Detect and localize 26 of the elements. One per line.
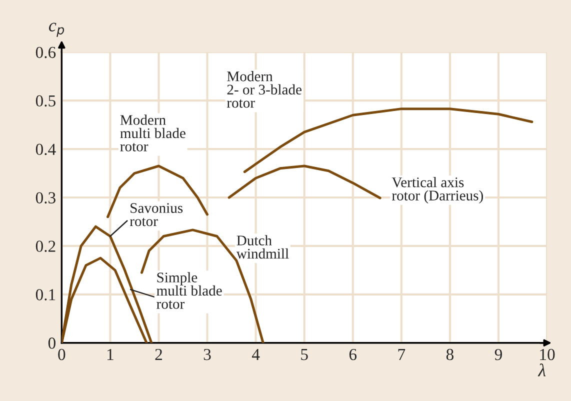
series-label: Simple multi blade rotor xyxy=(156,272,222,309)
series-label: Vertical axis rotor (Darrieus) xyxy=(392,177,483,204)
x-tick-label: 1 xyxy=(108,348,114,360)
y-tick-label: 0 xyxy=(48,338,56,349)
x-tick-label: 9 xyxy=(494,348,502,360)
x-tick-label: 3 xyxy=(204,348,211,360)
y-tick-label: 0.5 xyxy=(36,95,56,107)
series-label: Savonius rotor xyxy=(130,203,183,226)
y-tick-label: 0.3 xyxy=(36,192,56,204)
y-tick-label: 0.6 xyxy=(36,46,56,58)
x-tick-label: 10 xyxy=(540,348,555,360)
series-label: Modern multi blade rotor xyxy=(120,114,186,152)
x-tick-label: 0 xyxy=(58,348,66,360)
x-tick-label: 4 xyxy=(252,349,260,360)
y-axis-title: c$_{p}$ xyxy=(48,22,64,37)
x-tick-label: 2 xyxy=(155,348,162,360)
x-tick-label: 8 xyxy=(446,348,454,360)
x-tick-label: 5 xyxy=(301,349,308,360)
y-tick-label: 0.2 xyxy=(36,240,56,252)
series-label: Dutch windmill xyxy=(236,235,289,259)
x-axis-title: λ xyxy=(538,364,546,376)
y-tick-label: 0.4 xyxy=(36,144,56,156)
x-tick-label: 6 xyxy=(349,348,357,360)
y-tick-label: 0.1 xyxy=(36,289,56,300)
x-tick-label: 7 xyxy=(398,349,406,360)
series-label: Modern 2- or 3-blade rotor xyxy=(226,71,302,108)
